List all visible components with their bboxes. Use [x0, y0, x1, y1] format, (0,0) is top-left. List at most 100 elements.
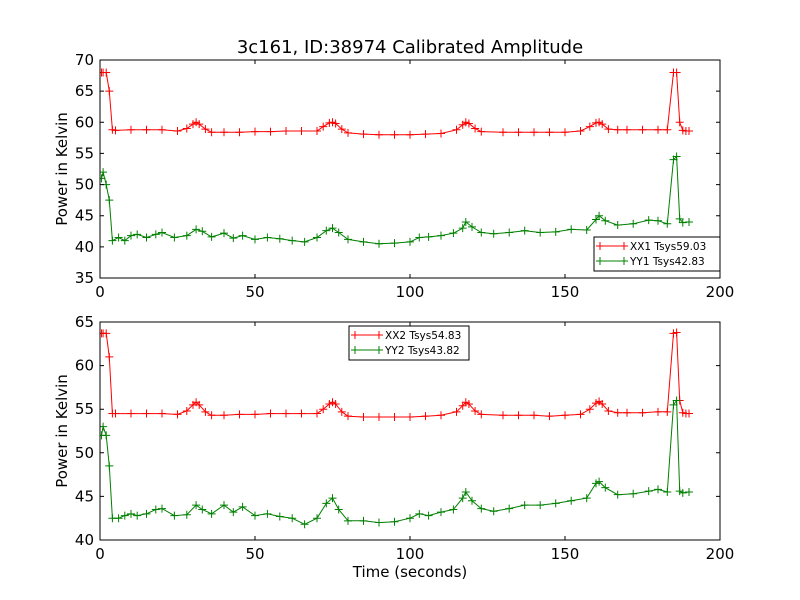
bottom-series-1-point [344, 412, 352, 421]
bottom-legend: XX2 Tsys54.83 YY2 Tsys43.82 [348, 325, 470, 361]
top-series-2-point [300, 237, 309, 246]
bottom-series-2-point [102, 431, 111, 440]
bottom-series-1-point [638, 408, 647, 417]
top-series-2 [100, 152, 693, 248]
bottom-series-2-point [198, 505, 207, 514]
bottom-series-1-point [207, 411, 216, 420]
bottom-legend-swatch-2 [351, 346, 383, 354]
bottom-series-1-point [604, 406, 613, 415]
top-series-1-point [102, 68, 111, 77]
top-series-1-point [613, 125, 622, 134]
bottom-series-2-point [678, 488, 687, 497]
bottom-series-1-point [158, 409, 166, 418]
bottom-x-tick-label: 0 [95, 545, 105, 563]
bottom-y-tick-label: 50 [75, 444, 94, 462]
top-series-2-point [288, 236, 297, 245]
top-series-1-point [638, 125, 647, 134]
bottom-series-2-point [192, 501, 201, 510]
top-series-1-point [266, 127, 275, 136]
top-series-1-point [499, 128, 507, 137]
bottom-series-2-point [120, 511, 129, 520]
bottom-series-2-point [182, 510, 191, 519]
chart-title: 3c161, ID:38974 Calibrated Amplitude [237, 37, 583, 58]
bottom-series-2-point [390, 517, 399, 526]
bottom-series-2-point [424, 511, 433, 520]
bottom-series-1-point [251, 410, 259, 419]
top-series-2-point [114, 233, 123, 242]
top-series-1-point [359, 130, 368, 139]
top-legend-label-1: XX1 Tsys59.03 [630, 241, 706, 253]
bottom-series-2-point [313, 514, 321, 523]
bottom-series-2-point [654, 485, 662, 494]
top-series-2-point [613, 221, 622, 230]
bottom-series-2-point [275, 512, 284, 521]
top-series-2-point [182, 231, 191, 240]
bottom-series-2-point [142, 509, 151, 518]
top-series-1-point [282, 127, 290, 136]
top-series-1-point [331, 119, 340, 128]
top-series-2-point [170, 233, 179, 242]
top-series-2-point [120, 236, 129, 245]
top-legend-swatch-1 [596, 242, 628, 250]
bottom-series-1-point [266, 409, 275, 418]
top-series-1-point [111, 126, 120, 135]
bottom-series-1-point [127, 409, 135, 418]
bottom-series-2-point [288, 514, 297, 523]
bottom-axis-ticks: 0 50 100 150 200 40 45 50 55 60 65 [75, 313, 734, 563]
bottom-series-1-point [561, 411, 569, 420]
top-series-2-point [334, 228, 343, 237]
top-series-1-point [220, 128, 228, 137]
top-series-2-point [251, 235, 259, 244]
top-series-2-point [415, 233, 424, 242]
bottom-series-2-point [489, 507, 498, 516]
top-series-1 [100, 68, 693, 139]
top-series-2-point [108, 236, 117, 245]
bottom-series-2-point [672, 396, 681, 405]
bottom-series-1-point [530, 411, 538, 420]
bottom-series-2-point [629, 489, 638, 498]
bottom-series-2-point [220, 501, 228, 510]
top-series-1-point [654, 125, 662, 134]
top-x-tick-label: 200 [706, 283, 735, 301]
top-series-2-point [375, 239, 383, 248]
bottom-series-1-point [282, 409, 290, 418]
bottom-series-2-point [207, 509, 216, 518]
bottom-series-2-point [536, 501, 545, 510]
top-series-1-point [313, 127, 321, 136]
bottom-legend-label-2: YY2 Tsys43.82 [384, 345, 460, 357]
top-series-1-point [207, 128, 216, 137]
bottom-series-1-point [576, 410, 585, 419]
bottom-panel: Power in Kelvin Time (seconds) 0 50 100 150… [53, 313, 734, 581]
top-series-1-point [514, 128, 523, 137]
top-series-1-point [576, 127, 585, 136]
top-y-axis-label: Power in Kelvin [53, 112, 71, 226]
top-series-2-point [582, 226, 591, 235]
top-series-2-point [406, 237, 414, 246]
top-series-2-point [520, 226, 529, 235]
bottom-series-2-point [251, 511, 259, 520]
bottom-series-2-point [229, 508, 238, 517]
bottom-series-1-point [477, 410, 486, 419]
bottom-series-2-point [105, 461, 114, 470]
top-series-1-point [421, 130, 430, 139]
top-series-2-point [198, 227, 207, 236]
top-series-2-point [229, 234, 238, 243]
bottom-series-1-point [514, 411, 523, 420]
bottom-y-tick-label: 40 [75, 531, 94, 549]
bottom-x-axis-label: Time (seconds) [352, 563, 468, 581]
bottom-series-1-point [359, 413, 368, 422]
top-series-1-point [390, 130, 399, 139]
top-series-2-point [551, 227, 560, 236]
top-series-2-point [468, 222, 476, 231]
top-series-2-point [505, 228, 514, 237]
bottom-series-2-point [127, 509, 135, 518]
top-series-1-point [452, 125, 461, 134]
bottom-series-1-point [499, 411, 507, 420]
top-series-1-point [127, 125, 135, 134]
top-y-tick-label: 70 [75, 51, 94, 69]
bottom-series-1-point [102, 329, 111, 338]
bottom-series-1-point [437, 411, 445, 420]
bottom-series-2-point [669, 400, 678, 409]
bottom-series-1-point [220, 411, 228, 420]
bottom-series-2-point [644, 487, 653, 496]
